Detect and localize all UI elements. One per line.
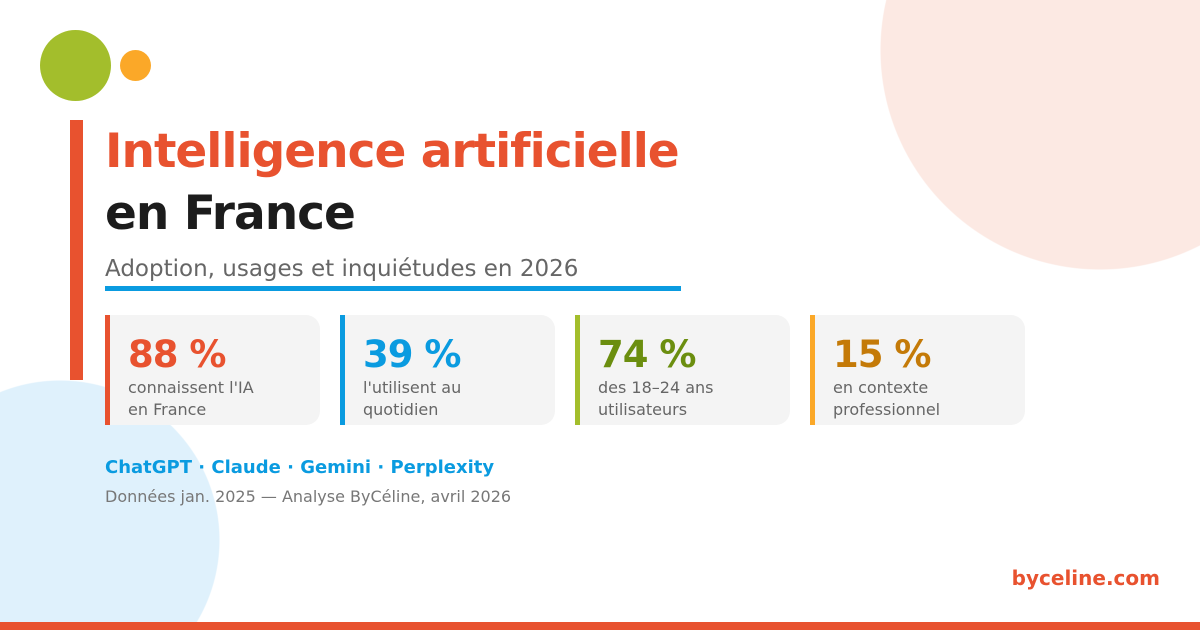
stat-label: des 18–24 ans: [598, 378, 714, 397]
stat-value: 39 %: [363, 333, 461, 376]
source-note: Données jan. 2025 — Analyse ByCéline, av…: [105, 487, 512, 506]
stat-label: quotidien: [363, 400, 439, 419]
stat-value: 15 %: [833, 333, 931, 376]
stat-card: 39 % l'utilisent au quotidien: [340, 315, 555, 425]
tools-list: ChatGPT · Claude · Gemini · Perplexity: [105, 457, 495, 478]
title-line1: Intelligence artificielle: [105, 124, 680, 179]
subtitle: Adoption, usages et inquiétudes en 2026: [105, 256, 579, 282]
subtitle-underline: [105, 286, 681, 291]
stat-card: 74 % des 18–24 ans utilisateurs: [575, 315, 790, 425]
stat-card: 88 % connaissent l'IA en France: [105, 315, 320, 425]
stat-label: en France: [128, 400, 207, 419]
title-line2: en France: [105, 186, 356, 241]
bottom-bar: [0, 622, 1200, 630]
logo-dot-green: [40, 30, 111, 101]
decorative-circle-pink: [880, 0, 1200, 280]
stat-label: connaissent l'IA: [128, 378, 254, 397]
stat-label: en contexte: [833, 378, 929, 397]
stat-label: l'utilisent au: [363, 378, 462, 397]
stat-label: utilisateurs: [598, 400, 688, 419]
stat-card: 15 % en contexte professionnel: [810, 315, 1025, 425]
stat-label: professionnel: [833, 400, 941, 419]
accent-bar: [70, 120, 83, 380]
stat-value: 88 %: [128, 333, 226, 376]
logo-dot-orange: [120, 50, 151, 81]
stat-value: 74 %: [598, 333, 696, 376]
brand-url: byceline.com: [1011, 566, 1160, 590]
